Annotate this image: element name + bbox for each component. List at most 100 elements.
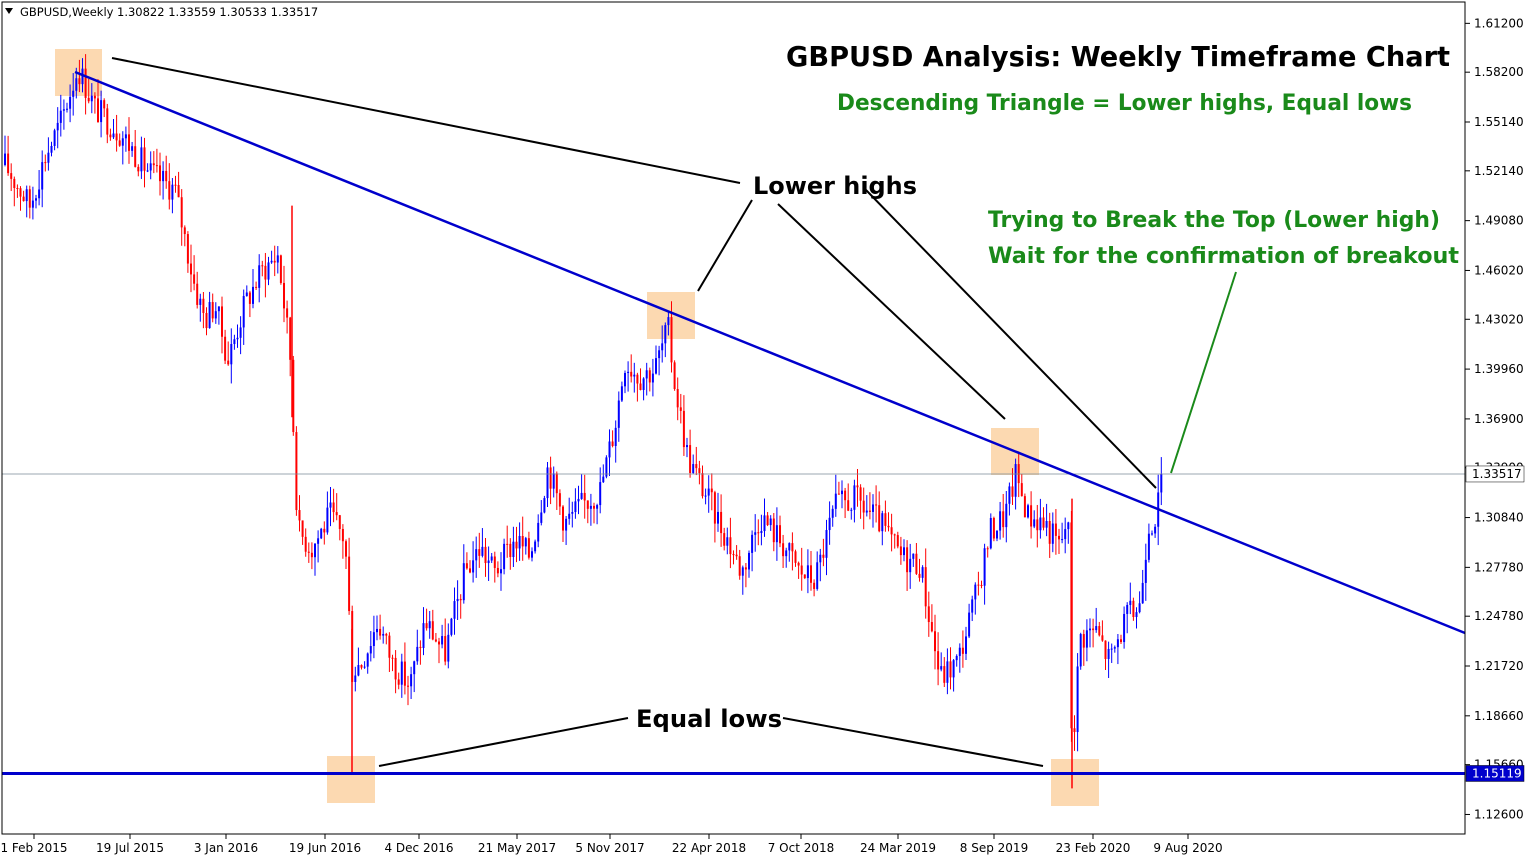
candle-body bbox=[38, 189, 41, 199]
candle bbox=[155, 148, 158, 173]
candle bbox=[289, 316, 292, 377]
candle bbox=[279, 254, 282, 285]
candle bbox=[927, 591, 930, 637]
candle-body bbox=[224, 336, 227, 361]
candle bbox=[899, 536, 902, 565]
x-tick-label: 19 Jul 2015 bbox=[96, 841, 164, 855]
candle-body bbox=[906, 547, 909, 573]
candle-body bbox=[413, 661, 416, 675]
candle-body bbox=[1144, 559, 1147, 583]
candle-body bbox=[230, 344, 233, 365]
candle-body bbox=[22, 196, 25, 202]
candle-body bbox=[577, 498, 580, 502]
candle bbox=[741, 565, 744, 595]
candle bbox=[968, 603, 971, 639]
candle-body bbox=[403, 661, 406, 686]
candle-body bbox=[1079, 634, 1082, 667]
candle-body bbox=[862, 500, 865, 513]
candle-body bbox=[903, 547, 905, 556]
y-tick-label: 1.49080 bbox=[1474, 214, 1524, 228]
candle bbox=[208, 291, 211, 329]
candle bbox=[1014, 458, 1017, 510]
candle-body bbox=[357, 665, 360, 676]
breakout-note-line2: Wait for the confirmation of breakout bbox=[988, 244, 1459, 269]
candle-body bbox=[552, 473, 555, 489]
candle bbox=[828, 501, 831, 545]
x-tick-label: 7 Oct 2018 bbox=[768, 841, 835, 855]
x-tick-label: 19 Jun 2016 bbox=[289, 841, 361, 855]
candle-body bbox=[1085, 630, 1088, 648]
candle bbox=[1039, 498, 1042, 539]
candle-body bbox=[118, 140, 121, 146]
candle-body bbox=[103, 100, 106, 109]
candle bbox=[400, 653, 403, 698]
candle bbox=[171, 178, 174, 214]
candle-body bbox=[865, 510, 868, 513]
candle bbox=[44, 154, 47, 172]
candle bbox=[1107, 641, 1110, 679]
candle-body bbox=[341, 528, 344, 542]
candle-body bbox=[410, 674, 413, 687]
candle bbox=[1092, 618, 1095, 648]
chart-title: GBPUSD Analysis: Weekly Timeframe Chart bbox=[786, 40, 1450, 73]
candle-body bbox=[704, 495, 707, 497]
candle-body bbox=[338, 515, 341, 529]
y-tick-label: 1.36900 bbox=[1474, 412, 1524, 426]
candle-body bbox=[279, 255, 282, 283]
candle bbox=[267, 256, 270, 286]
candle-body bbox=[940, 666, 943, 670]
candle bbox=[106, 103, 109, 144]
candle bbox=[661, 325, 664, 363]
candle-body bbox=[1092, 628, 1095, 631]
candle bbox=[456, 580, 459, 621]
candle-body bbox=[893, 534, 896, 536]
candle bbox=[276, 246, 279, 274]
candle bbox=[385, 632, 388, 645]
candle bbox=[422, 607, 425, 656]
candle bbox=[25, 185, 28, 218]
candle bbox=[1147, 523, 1150, 563]
candle-body bbox=[267, 262, 270, 280]
x-tick-label: 24 Mar 2019 bbox=[860, 841, 936, 855]
y-tick-label: 1.21720 bbox=[1474, 659, 1524, 673]
candle-body bbox=[320, 528, 323, 539]
candle-body bbox=[1073, 728, 1076, 733]
candle bbox=[664, 322, 667, 358]
candle bbox=[540, 500, 543, 526]
y-tick-label: 1.27780 bbox=[1474, 560, 1524, 574]
candle bbox=[53, 128, 56, 151]
triangle-down-icon[interactable] bbox=[5, 8, 13, 14]
candle-body bbox=[741, 567, 744, 576]
candle-body bbox=[558, 493, 561, 507]
candle-body bbox=[16, 187, 19, 189]
candle-body bbox=[289, 317, 292, 360]
chart-subtitle: Descending Triangle = Lower highs, Equal… bbox=[837, 91, 1412, 116]
candle-body bbox=[1011, 486, 1014, 497]
candle-body bbox=[648, 370, 651, 383]
candle bbox=[701, 465, 704, 499]
candle-body bbox=[602, 476, 605, 483]
candle bbox=[177, 171, 180, 198]
candle-body bbox=[512, 541, 515, 558]
candle bbox=[847, 483, 850, 512]
candle bbox=[896, 531, 899, 549]
candle-body bbox=[1107, 648, 1110, 660]
candle-body bbox=[1151, 533, 1153, 535]
candle-body bbox=[379, 628, 382, 636]
candle-body bbox=[1160, 473, 1163, 493]
candle bbox=[258, 254, 261, 303]
candle-body bbox=[478, 549, 481, 556]
candle-body bbox=[1061, 539, 1064, 541]
candle bbox=[639, 368, 642, 391]
resistance-trendline[interactable] bbox=[74, 70, 1466, 635]
candle bbox=[1027, 503, 1029, 519]
candle-body bbox=[518, 535, 521, 549]
candle-body bbox=[388, 635, 391, 658]
candle-body bbox=[738, 556, 741, 576]
candle-body bbox=[853, 485, 856, 510]
candle bbox=[881, 510, 884, 546]
candle bbox=[438, 637, 440, 664]
candle bbox=[1067, 521, 1070, 544]
